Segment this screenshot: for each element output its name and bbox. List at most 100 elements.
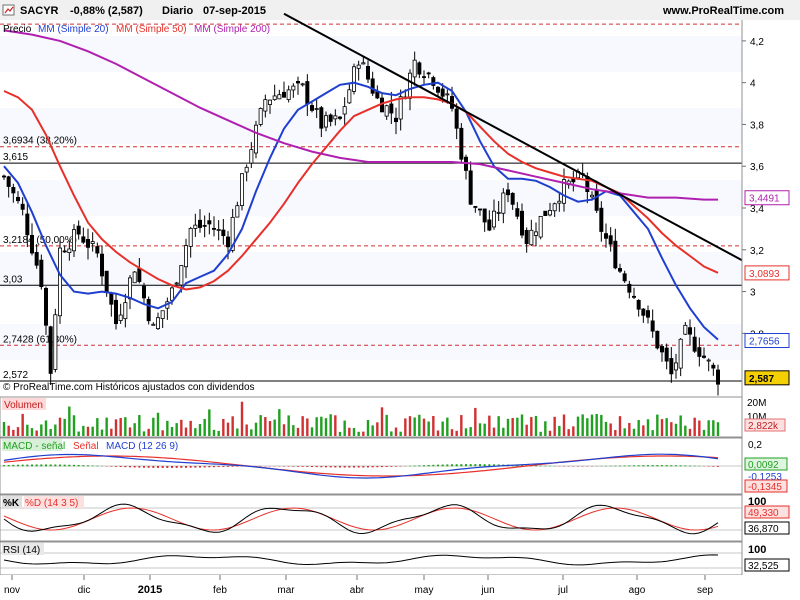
volume-bar xyxy=(548,430,552,436)
macd-legend-diff: MACD - señal xyxy=(3,441,65,452)
macd-hist-bar xyxy=(535,465,537,467)
macd-hist-bar xyxy=(194,466,197,468)
volume-bar xyxy=(63,418,66,436)
volume-bar xyxy=(301,416,304,436)
volume-bar xyxy=(12,429,15,436)
candle-body xyxy=(351,66,356,92)
candle-body xyxy=(590,194,595,198)
volume-bar xyxy=(618,416,622,436)
volume-bar xyxy=(245,424,248,436)
candle-body xyxy=(188,228,193,247)
right-axis xyxy=(742,20,800,600)
candle-body xyxy=(29,235,34,254)
candle-body xyxy=(473,206,478,208)
volume-bar xyxy=(642,425,645,436)
macd-hist-bar xyxy=(651,465,654,467)
candle-body xyxy=(706,359,711,362)
macd-hist-bar xyxy=(297,466,299,467)
site-label[interactable]: www.ProRealTime.com xyxy=(662,5,784,17)
candle-body xyxy=(305,81,310,105)
volume-bar xyxy=(21,413,24,436)
volume-bar xyxy=(520,414,524,436)
macd-hist-bar xyxy=(222,466,225,467)
candle-body xyxy=(267,99,272,105)
macd-hist-bar xyxy=(87,465,89,467)
macd-hist-bar xyxy=(684,465,687,467)
volume-bar xyxy=(236,428,239,436)
candle-body xyxy=(501,192,506,214)
candle-body xyxy=(95,246,100,254)
volume-bar xyxy=(119,417,122,436)
candle-body xyxy=(440,88,445,97)
volume-bar xyxy=(684,425,687,436)
macd-hist-bar xyxy=(143,466,145,468)
header-icon[interactable] xyxy=(2,4,15,16)
macd-hist-bar xyxy=(381,466,383,468)
volume-bar xyxy=(30,428,34,436)
candle-body xyxy=(604,233,609,239)
date-label: 07-sep-2015 xyxy=(203,5,266,17)
candle-body xyxy=(179,265,184,286)
volume-bar xyxy=(170,426,174,436)
candle-body xyxy=(291,85,296,91)
x-ticks: nov dic 2015 feb mar abr may jun jul ago sep xyxy=(4,575,713,596)
candle-body xyxy=(342,106,347,115)
candle-body xyxy=(683,324,688,335)
candle-body xyxy=(319,107,324,129)
macd-hist-bar xyxy=(460,464,463,467)
x-axis xyxy=(0,575,800,600)
candle-body xyxy=(333,115,338,120)
candles xyxy=(2,51,721,396)
macd-hist-bar xyxy=(129,466,131,468)
panel-band xyxy=(0,108,742,144)
macd-hist-bar xyxy=(474,464,477,467)
macd-hist-bar xyxy=(147,466,150,468)
macd-hist-bar xyxy=(609,465,612,467)
volume-bar xyxy=(544,421,547,436)
volume-bar xyxy=(273,419,276,436)
volume-title: Volumen xyxy=(4,400,43,411)
price-badge-label: 3,0893 xyxy=(749,269,780,280)
candle-body xyxy=(272,95,277,100)
candle-body xyxy=(510,192,515,205)
candle-body xyxy=(58,247,63,317)
volume-bar xyxy=(525,424,528,436)
candle-body xyxy=(258,108,263,125)
volume-bar xyxy=(100,429,104,436)
candle-body xyxy=(557,200,562,204)
x-tick-label: nov xyxy=(4,585,20,596)
volume-bar xyxy=(82,425,85,436)
volume-bar xyxy=(91,426,94,436)
macd-hist-bar xyxy=(693,465,696,467)
volume-bar xyxy=(679,415,682,436)
y-tick-label: 3,6 xyxy=(750,162,764,173)
x-tick-label: mar xyxy=(277,585,295,596)
candle-body xyxy=(421,76,426,79)
volume-axis-10m: 10M xyxy=(747,412,766,423)
rsi-axis-top: 100 xyxy=(748,544,766,556)
candle-body xyxy=(636,299,641,310)
macd-hist-bar xyxy=(390,466,393,467)
candle-body xyxy=(39,259,44,288)
macd-hist-bar xyxy=(451,464,453,467)
macd-hist-bar xyxy=(623,465,626,467)
panel-band xyxy=(0,36,742,72)
macd-hist-bar xyxy=(208,466,211,468)
volume-bar xyxy=(562,414,566,436)
price-legend: Precio MM (Simple 20) MM (Simple 50) MM … xyxy=(3,24,270,35)
macd-hist-bar xyxy=(166,466,169,468)
candle-body xyxy=(365,65,370,80)
candle-body xyxy=(468,170,473,205)
volume-bar xyxy=(231,416,234,436)
candle-body xyxy=(543,210,548,217)
candle-body xyxy=(688,327,693,335)
rsi-panel: RSI (14) 100 32,525 xyxy=(0,541,790,576)
candle-body xyxy=(435,86,440,93)
candle-body xyxy=(608,235,613,245)
macd-hist-bar xyxy=(315,466,318,468)
candle-body xyxy=(646,310,651,318)
candle-body xyxy=(459,127,464,160)
volume-bar xyxy=(166,420,169,436)
volume-bar xyxy=(366,419,370,436)
y-tick-label: 3 xyxy=(750,288,756,299)
